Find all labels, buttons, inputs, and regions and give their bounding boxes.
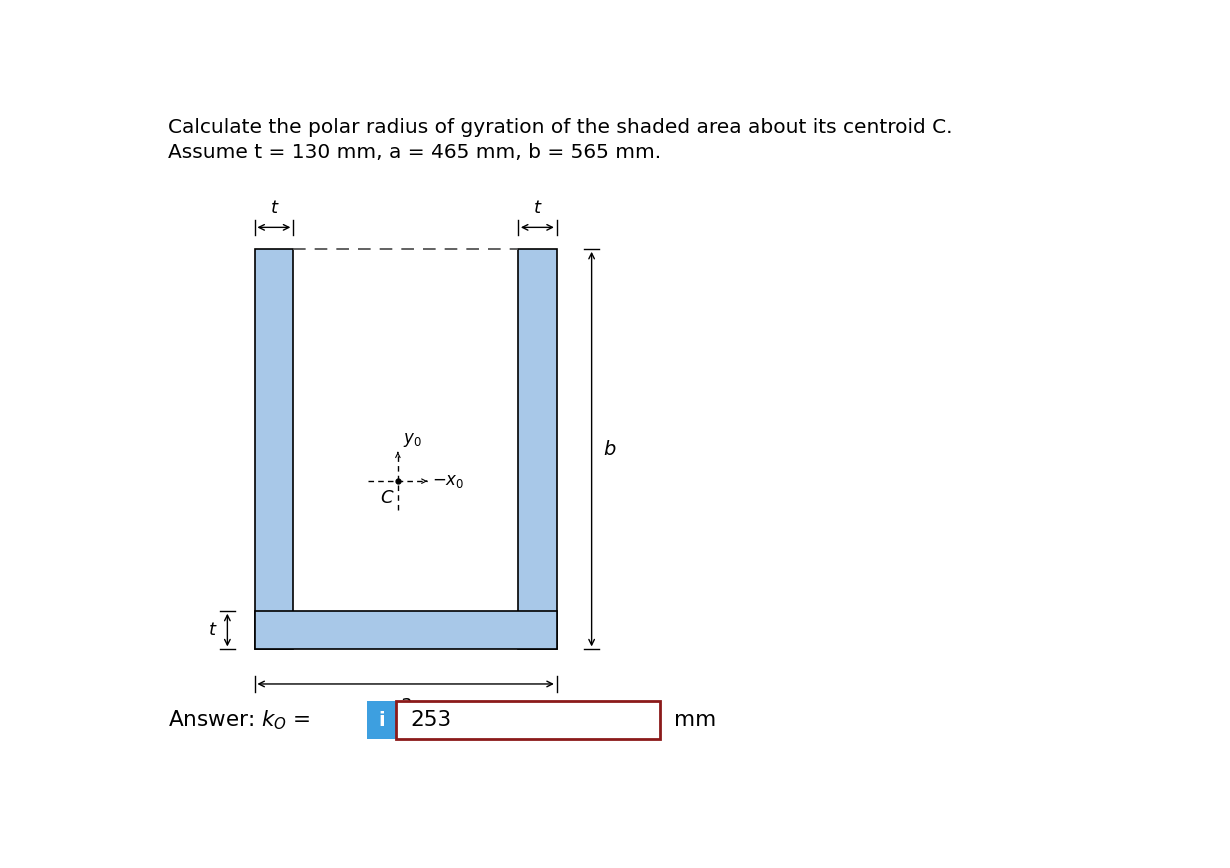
Text: Assume t = 130 mm, a = 465 mm, b = 565 mm.: Assume t = 130 mm, a = 465 mm, b = 565 m… [167,142,661,161]
Bar [255,249,293,649]
Text: t: t [271,200,278,217]
Text: 253: 253 [411,710,451,730]
Bar [255,611,557,649]
Text: mm: mm [674,710,716,730]
Bar [367,701,396,740]
Text: i: i [379,711,385,730]
Text: t: t [209,621,215,639]
Bar [396,701,659,740]
Text: Answer: $k_O$ =: Answer: $k_O$ = [167,708,312,732]
Text: a: a [400,694,412,713]
Bar [518,249,557,649]
Text: Calculate the polar radius of gyration of the shaded area about its centroid C.: Calculate the polar radius of gyration o… [167,118,952,137]
Text: b: b [603,439,616,458]
Text: $-x_0$: $-x_0$ [432,472,465,490]
Text: t: t [534,200,541,217]
Text: C: C [380,489,394,507]
Text: $y_0$: $y_0$ [402,431,422,449]
